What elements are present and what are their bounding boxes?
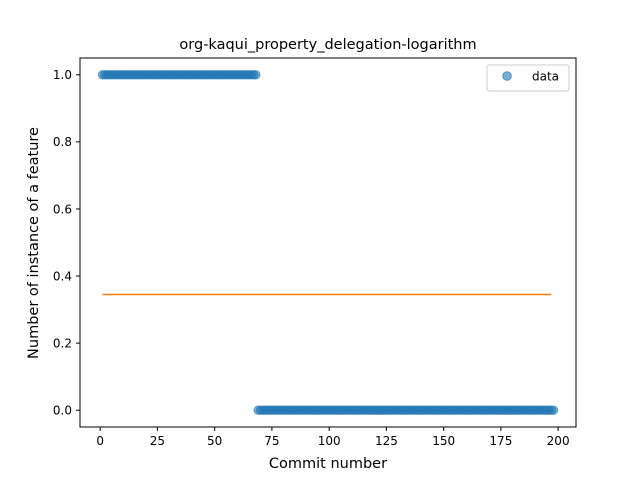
y-tick-label: 1.0 xyxy=(53,68,72,82)
y-tick-label: 0.0 xyxy=(53,404,72,418)
x-tick-label: 50 xyxy=(207,434,222,448)
x-axis-label: Commit number xyxy=(269,456,387,472)
legend-marker xyxy=(502,71,512,81)
x-tick-label: 200 xyxy=(547,434,570,448)
y-axis-label: Number of instance of a feature xyxy=(26,127,42,359)
x-tick-label: 25 xyxy=(150,434,165,448)
data-points xyxy=(97,70,559,415)
chart-title: org-kaqui_property_delegation-logarithm xyxy=(179,37,476,53)
y-tick-label: 0.8 xyxy=(53,135,72,149)
x-tick-label: 125 xyxy=(375,434,398,448)
legend-entry-data: data xyxy=(532,70,559,84)
data-point xyxy=(251,70,261,80)
y-tick-label: 0.6 xyxy=(53,202,72,216)
x-tick-label: 0 xyxy=(96,434,104,448)
y-axis-ticks: 0.0 0.2 0.4 0.6 0.8 1.0 xyxy=(53,68,80,418)
y-tick-label: 0.4 xyxy=(53,269,72,283)
x-tick-label: 75 xyxy=(264,434,279,448)
x-axis-ticks: 0 25 50 75 100 125 150 175 200 xyxy=(96,427,570,448)
y-tick-label: 0.2 xyxy=(53,336,72,350)
legend: data xyxy=(486,64,570,92)
x-tick-label: 150 xyxy=(432,434,455,448)
x-tick-label: 100 xyxy=(318,434,341,448)
x-tick-label: 175 xyxy=(489,434,512,448)
data-point xyxy=(548,405,559,415)
plot-frame xyxy=(79,57,577,428)
